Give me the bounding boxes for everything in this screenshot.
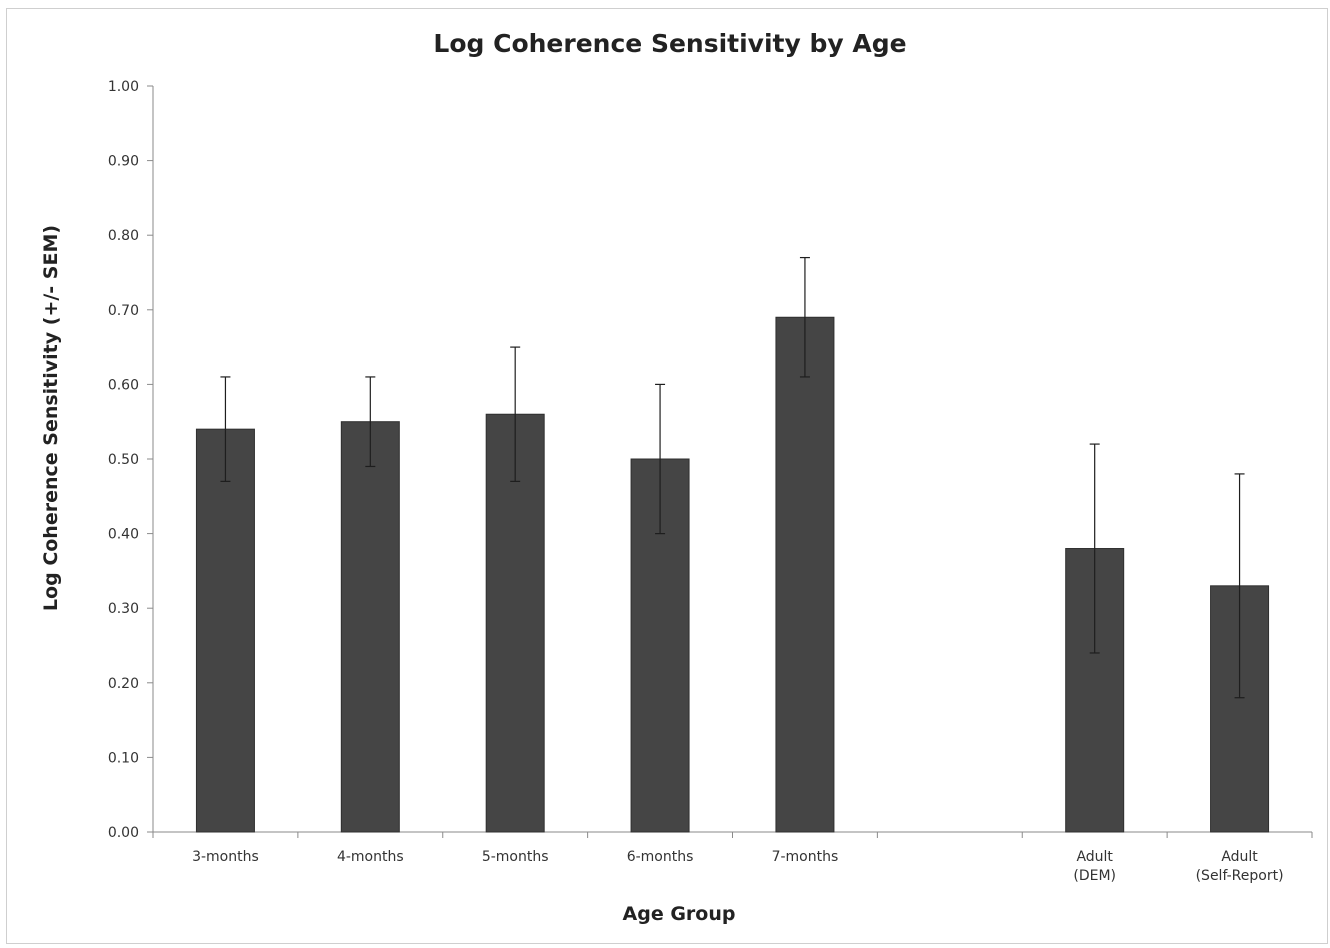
x-tick-label: 6-months (627, 849, 694, 865)
y-tick-label: 0.80 (108, 228, 139, 244)
y-tick-label: 0.90 (108, 154, 139, 170)
y-tick-label: 0.10 (108, 750, 139, 766)
bar (485, 413, 545, 833)
x-tick-label: 3-months (192, 849, 259, 865)
x-tick-label: 7-months (772, 849, 839, 865)
y-tick-label: 0.70 (108, 303, 139, 319)
x-tick-label: Adult (1076, 849, 1113, 865)
x-axis-title: Age Group (623, 903, 736, 925)
y-tick-label: 0.40 (108, 527, 139, 543)
x-tick-label: (Self-Report) (1196, 868, 1284, 884)
y-tick-label: 0.20 (108, 676, 139, 692)
y-tick-label: 0.00 (108, 825, 139, 841)
bar (195, 428, 255, 833)
y-tick-label: 0.30 (108, 601, 139, 617)
chart-title: Log Coherence Sensitivity by Age (433, 29, 906, 58)
y-tick-label: 1.00 (108, 79, 139, 95)
x-tick-label: Adult (1221, 849, 1258, 865)
bar (775, 316, 835, 833)
y-tick-label: 0.50 (108, 452, 139, 468)
x-tick-label: (DEM) (1073, 868, 1116, 884)
plot-area: 0.00 0.10 0.20 0.30 0.40 0.50 0.60 0.70 0.80 0.90… (108, 79, 1313, 884)
bar (340, 421, 400, 833)
y-axis-title: Log Coherence Sensitivity (+/- SEM) (40, 225, 62, 611)
y-tick-label: 0.60 (108, 377, 139, 393)
x-tick-label: 4-months (337, 849, 404, 865)
x-tick-label: 5-months (482, 849, 549, 865)
